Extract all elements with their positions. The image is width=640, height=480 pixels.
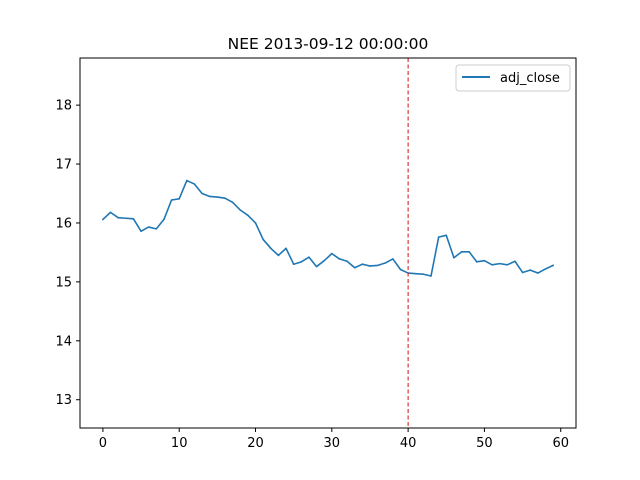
data-point <box>392 258 394 260</box>
data-point <box>346 260 348 263</box>
data-point <box>323 259 325 262</box>
data-point <box>285 247 287 250</box>
x-tick-label: 0 <box>99 436 107 451</box>
data-point <box>338 258 341 260</box>
y-tick-label: 18 <box>55 99 72 114</box>
data-point <box>140 230 142 233</box>
data-point <box>170 199 173 201</box>
data-point <box>117 216 119 219</box>
data-point <box>544 268 547 270</box>
data-point <box>163 218 165 221</box>
x-tick-label: 10 <box>171 436 188 451</box>
data-point <box>231 201 234 204</box>
data-point <box>491 264 493 266</box>
legend: adj_close <box>455 64 571 92</box>
data-point <box>247 214 249 217</box>
chart-title: NEE 2013-09-12 00:00:00 <box>228 35 429 53</box>
data-point <box>262 238 264 241</box>
x-tick-label: 40 <box>400 436 417 451</box>
data-point <box>300 261 303 263</box>
data-point <box>422 273 425 276</box>
data-point <box>132 218 135 220</box>
data-point <box>445 234 448 237</box>
data-point <box>506 264 509 266</box>
data-point <box>109 211 112 214</box>
data-point <box>369 265 371 267</box>
data-point <box>521 271 524 274</box>
legend-label-adj-close: adj_close <box>500 71 560 86</box>
y-tick-label: 15 <box>55 275 72 290</box>
data-point <box>178 198 180 200</box>
data-point <box>437 236 440 238</box>
plot-area <box>102 58 554 428</box>
data-point <box>224 197 226 200</box>
data-point <box>361 263 364 266</box>
data-point <box>514 260 516 263</box>
y-axis: 13 14 15 16 17 18 <box>55 99 80 408</box>
x-tick-label: 50 <box>476 436 493 451</box>
data-point <box>155 228 158 230</box>
data-point <box>102 218 104 221</box>
data-point <box>430 275 432 277</box>
data-point <box>529 269 532 271</box>
legend-box <box>455 64 571 92</box>
axes-frame <box>79 57 577 429</box>
series-line-adj-close <box>102 179 554 277</box>
y-tick-label: 17 <box>55 158 72 173</box>
data-point <box>292 263 295 266</box>
data-point <box>201 192 203 195</box>
data-point <box>124 217 127 220</box>
data-point <box>277 254 280 257</box>
data-point <box>193 183 196 185</box>
data-point <box>468 251 470 253</box>
y-tick-label: 16 <box>55 216 72 231</box>
x-tick-label: 60 <box>552 436 569 451</box>
data-point <box>376 264 379 267</box>
y-tick-label: 13 <box>55 393 72 408</box>
data-point <box>384 262 387 264</box>
x-tick-label: 30 <box>324 436 341 451</box>
data-point <box>331 252 333 255</box>
data-point <box>483 259 486 262</box>
data-point <box>254 222 257 224</box>
data-point <box>476 261 478 263</box>
data-point <box>147 226 150 228</box>
data-point <box>498 262 501 265</box>
data-point <box>208 195 211 198</box>
y-tick-label: 14 <box>55 334 72 349</box>
data-point <box>216 196 219 198</box>
data-point <box>414 272 417 275</box>
data-point <box>269 247 272 250</box>
data-point <box>239 209 242 211</box>
data-point <box>460 251 463 253</box>
x-axis: 0 10 20 30 40 50 60 <box>99 428 569 451</box>
data-point <box>353 266 356 269</box>
x-tick-label: 20 <box>247 436 264 451</box>
data-point <box>453 256 455 259</box>
data-point <box>308 256 310 258</box>
data-point <box>186 179 188 182</box>
data-point <box>537 272 539 274</box>
data-point <box>552 264 554 267</box>
data-point <box>399 268 402 271</box>
data-point <box>315 265 318 268</box>
